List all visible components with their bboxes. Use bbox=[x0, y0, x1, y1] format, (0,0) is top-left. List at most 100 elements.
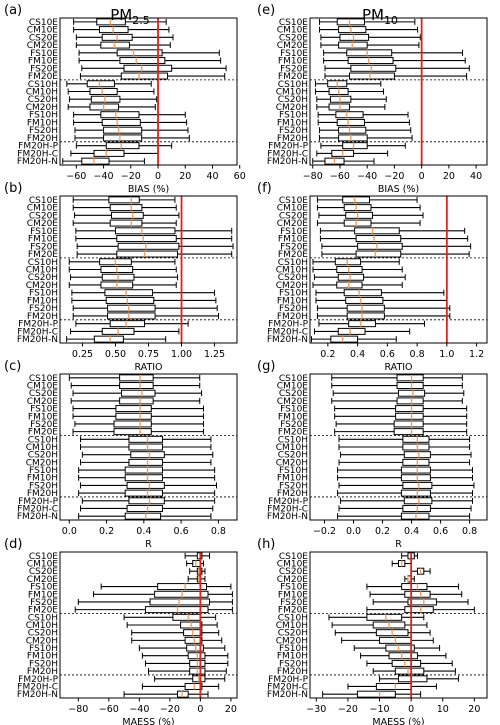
x-tick-label: 0.8 bbox=[211, 526, 226, 537]
category-label: CM10H bbox=[276, 621, 308, 631]
category-label: CS10E bbox=[29, 374, 58, 384]
box bbox=[366, 613, 403, 621]
chart-panel: (b)CS10ECM10ECS20ECM20EFS10EFM10EFS20EFM… bbox=[4, 181, 238, 373]
category-label: CS10H bbox=[278, 435, 308, 445]
box bbox=[398, 675, 428, 683]
plot-frame bbox=[309, 373, 488, 521]
category-label: FM20E bbox=[278, 72, 308, 82]
category-label: FS10H bbox=[29, 644, 58, 654]
box bbox=[120, 72, 169, 80]
category-label: FM20H-P bbox=[268, 142, 308, 152]
category-label: CS20H bbox=[28, 451, 58, 461]
box bbox=[116, 49, 163, 57]
box bbox=[176, 690, 189, 698]
category-label: CS10H bbox=[28, 258, 58, 268]
category-label: FM20H-N bbox=[17, 157, 58, 167]
category-label: FM20E bbox=[278, 250, 308, 260]
category-label: FM10H bbox=[27, 118, 58, 128]
box bbox=[119, 382, 154, 390]
box bbox=[337, 273, 365, 281]
category-label: FM20H-P bbox=[268, 675, 308, 685]
box bbox=[391, 659, 422, 667]
category-label: CM10E bbox=[277, 560, 309, 570]
x-tick-label: −40 bbox=[129, 704, 149, 715]
box bbox=[128, 497, 165, 505]
category-label: CM20H bbox=[276, 636, 308, 646]
category-label: FM10E bbox=[28, 57, 58, 67]
box bbox=[89, 88, 118, 95]
x-tick-label: 40 bbox=[470, 171, 482, 182]
box bbox=[149, 598, 211, 606]
x-tick-label: −80 bbox=[303, 171, 323, 182]
plot-frame bbox=[309, 551, 488, 699]
panel-label: (c) bbox=[4, 359, 21, 374]
column-title-pm10: PM10 bbox=[362, 6, 398, 27]
category-label: FM20H-C bbox=[17, 327, 58, 337]
box bbox=[335, 111, 364, 119]
category-label: CM20E bbox=[277, 575, 309, 585]
x-axis-label: MAESS (%) bbox=[122, 717, 174, 725]
x-tick-label: 0.2 bbox=[99, 526, 114, 537]
category-label: FM20H-C bbox=[267, 327, 308, 337]
panel-label: (b) bbox=[4, 181, 22, 196]
box bbox=[336, 266, 363, 273]
x-tick-label: −60 bbox=[330, 171, 350, 182]
box bbox=[113, 428, 152, 436]
category-label: CM10E bbox=[277, 26, 309, 36]
box bbox=[157, 583, 207, 591]
category-label: FS10E bbox=[30, 227, 58, 237]
box bbox=[343, 289, 382, 297]
category-label: CM10E bbox=[277, 204, 309, 214]
panel-label: (h) bbox=[257, 537, 275, 552]
category-label: FM20E bbox=[28, 428, 58, 438]
category-label: CS20E bbox=[279, 211, 308, 221]
box bbox=[342, 142, 368, 150]
category-label: CS10E bbox=[29, 552, 58, 562]
box bbox=[116, 250, 179, 258]
x-tick-label: 40 bbox=[206, 171, 218, 182]
category-label: FM10E bbox=[278, 412, 308, 422]
category-label: FM20H-C bbox=[267, 682, 308, 692]
box bbox=[330, 335, 359, 343]
category-label: FM20H-N bbox=[267, 512, 308, 522]
box bbox=[348, 320, 376, 328]
box bbox=[404, 606, 434, 614]
panel-label: (d) bbox=[4, 537, 22, 552]
box bbox=[336, 18, 365, 26]
box bbox=[93, 149, 125, 157]
box bbox=[124, 489, 163, 497]
column-title-pm25-sub: 2.5 bbox=[132, 14, 150, 27]
category-label: CS20E bbox=[29, 567, 58, 577]
category-label: CM10H bbox=[26, 266, 58, 276]
category-label: CM20H bbox=[26, 458, 58, 468]
x-tick-label: 0.25 bbox=[72, 349, 93, 360]
plot-frame bbox=[309, 195, 488, 344]
box bbox=[108, 196, 140, 204]
panel-label: (f) bbox=[257, 181, 272, 196]
category-label: FM10H bbox=[277, 118, 308, 128]
box bbox=[124, 466, 163, 474]
box bbox=[119, 397, 154, 405]
x-tick-label: 0.6 bbox=[174, 526, 189, 537]
box bbox=[385, 644, 415, 652]
box bbox=[172, 613, 201, 621]
x-tick-label: 0.4 bbox=[350, 349, 365, 360]
category-label: FM20H bbox=[277, 312, 308, 322]
box bbox=[396, 374, 424, 382]
category-label: FS10H bbox=[29, 466, 58, 476]
chart-panel: (a)CS10ECM10ECS20ECM20EFS10EFM10EFS20EFM… bbox=[4, 3, 246, 195]
box bbox=[115, 405, 152, 413]
category-label: CS10H bbox=[278, 80, 308, 90]
category-label: FM20H bbox=[27, 667, 58, 677]
x-tick-label: −40 bbox=[94, 171, 114, 182]
x-axis-label: RATIO bbox=[134, 362, 162, 373]
category-label: CS20H bbox=[278, 451, 308, 461]
category-label: FS20E bbox=[280, 64, 308, 74]
category-label: CS10H bbox=[28, 80, 58, 90]
category-label: FM20H-N bbox=[17, 335, 58, 345]
category-label: FS20H bbox=[279, 481, 308, 491]
box bbox=[401, 583, 428, 591]
category-label: FM20H-C bbox=[17, 682, 58, 692]
panel-label: (g) bbox=[257, 359, 275, 374]
category-label: FS10H bbox=[279, 466, 308, 476]
